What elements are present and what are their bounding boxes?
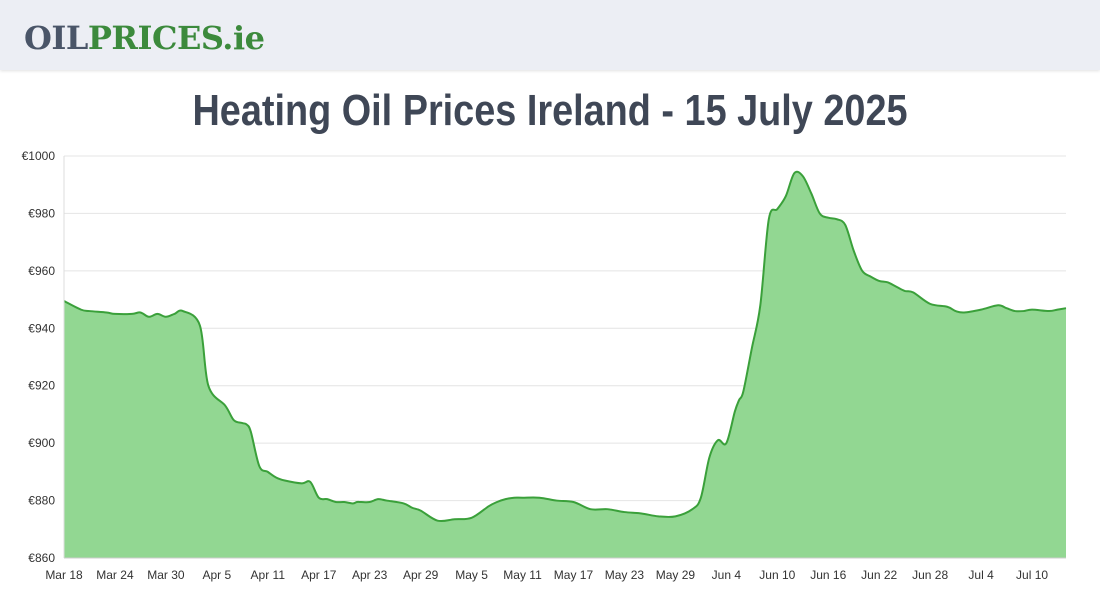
x-tick-label: May 29 bbox=[656, 568, 696, 582]
y-tick-label: €1000 bbox=[22, 149, 56, 163]
y-tick-label: €880 bbox=[28, 494, 55, 508]
y-tick-label: €900 bbox=[28, 436, 55, 450]
x-tick-label: May 11 bbox=[503, 568, 542, 582]
x-tick-label: Apr 11 bbox=[251, 568, 286, 582]
price-area-fill bbox=[64, 171, 1066, 558]
x-tick-label: Jul 4 bbox=[968, 568, 994, 582]
y-tick-label: €940 bbox=[28, 321, 55, 335]
x-tick-label: Apr 23 bbox=[352, 568, 388, 582]
x-tick-label: Mar 24 bbox=[96, 568, 134, 582]
logo-text-oil: OIL bbox=[24, 19, 88, 57]
x-tick-label: Apr 29 bbox=[403, 568, 439, 582]
x-axis-ticks: Mar 18 Mar 24 Mar 30 Apr 5 Apr 11 Apr 17 Apr 2… bbox=[45, 568, 1048, 582]
y-tick-label: €960 bbox=[28, 264, 55, 278]
x-tick-label: May 23 bbox=[605, 568, 645, 582]
x-tick-label: Jun 10 bbox=[759, 568, 795, 582]
y-tick-label: €860 bbox=[28, 551, 55, 565]
x-tick-label: Jun 16 bbox=[810, 568, 846, 582]
x-tick-label: Apr 17 bbox=[301, 568, 337, 582]
x-tick-label: May 5 bbox=[455, 568, 488, 582]
x-tick-label: Jun 4 bbox=[712, 568, 742, 582]
site-header: OILPRICES.ie bbox=[0, 0, 1100, 70]
site-logo[interactable]: OILPRICES.ie bbox=[24, 14, 265, 62]
x-tick-label: Mar 18 bbox=[45, 568, 83, 582]
y-axis-ticks: €860 €880 €900 €920 €940 €960 €980 €1000 bbox=[22, 149, 56, 565]
x-tick-label: Mar 30 bbox=[147, 568, 185, 582]
page-title: Heating Oil Prices Ireland - 15 July 202… bbox=[192, 86, 908, 135]
x-tick-label: Apr 5 bbox=[203, 568, 232, 582]
logo-text-prices: PRICES.ie bbox=[87, 19, 265, 57]
x-tick-label: Jul 10 bbox=[1016, 568, 1048, 582]
x-tick-label: Jun 22 bbox=[861, 568, 897, 582]
price-series-line bbox=[63, 170, 1067, 523]
x-tick-label: May 17 bbox=[554, 568, 594, 582]
y-tick-label: €920 bbox=[28, 379, 55, 393]
y-tick-label: €980 bbox=[28, 206, 55, 220]
x-tick-label: Jun 28 bbox=[912, 568, 948, 582]
